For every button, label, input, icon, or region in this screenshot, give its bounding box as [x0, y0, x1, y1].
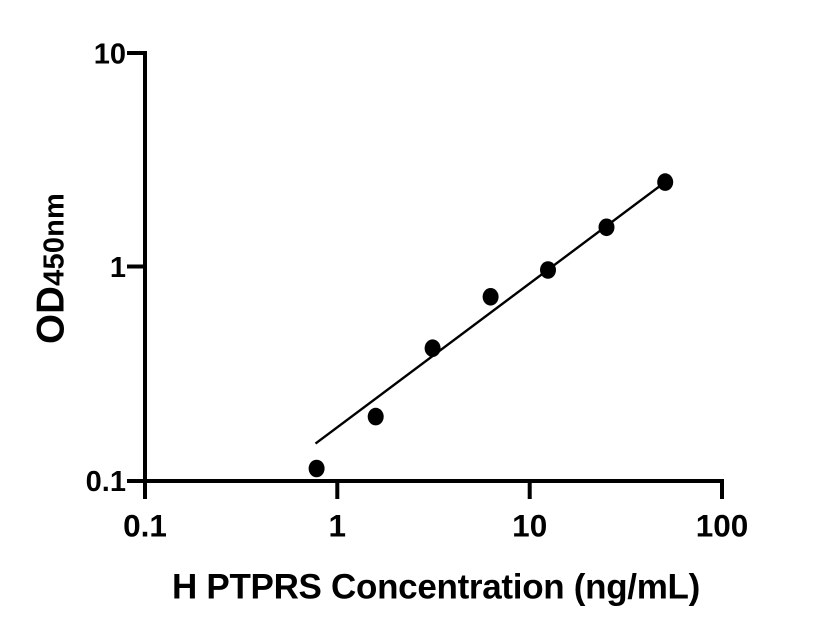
svg-text:10: 10 — [94, 39, 126, 71]
svg-text:H PTPRS Concentration (ng/mL): H PTPRS Concentration (ng/mL) — [172, 567, 700, 606]
svg-text:OD450nm: OD450nm — [30, 193, 73, 344]
svg-text:0.1: 0.1 — [86, 466, 126, 498]
svg-text:10: 10 — [512, 508, 547, 544]
svg-text:0.1: 0.1 — [123, 508, 167, 544]
svg-text:1: 1 — [329, 508, 347, 544]
svg-text:100: 100 — [696, 508, 749, 544]
svg-text:1: 1 — [110, 252, 126, 284]
